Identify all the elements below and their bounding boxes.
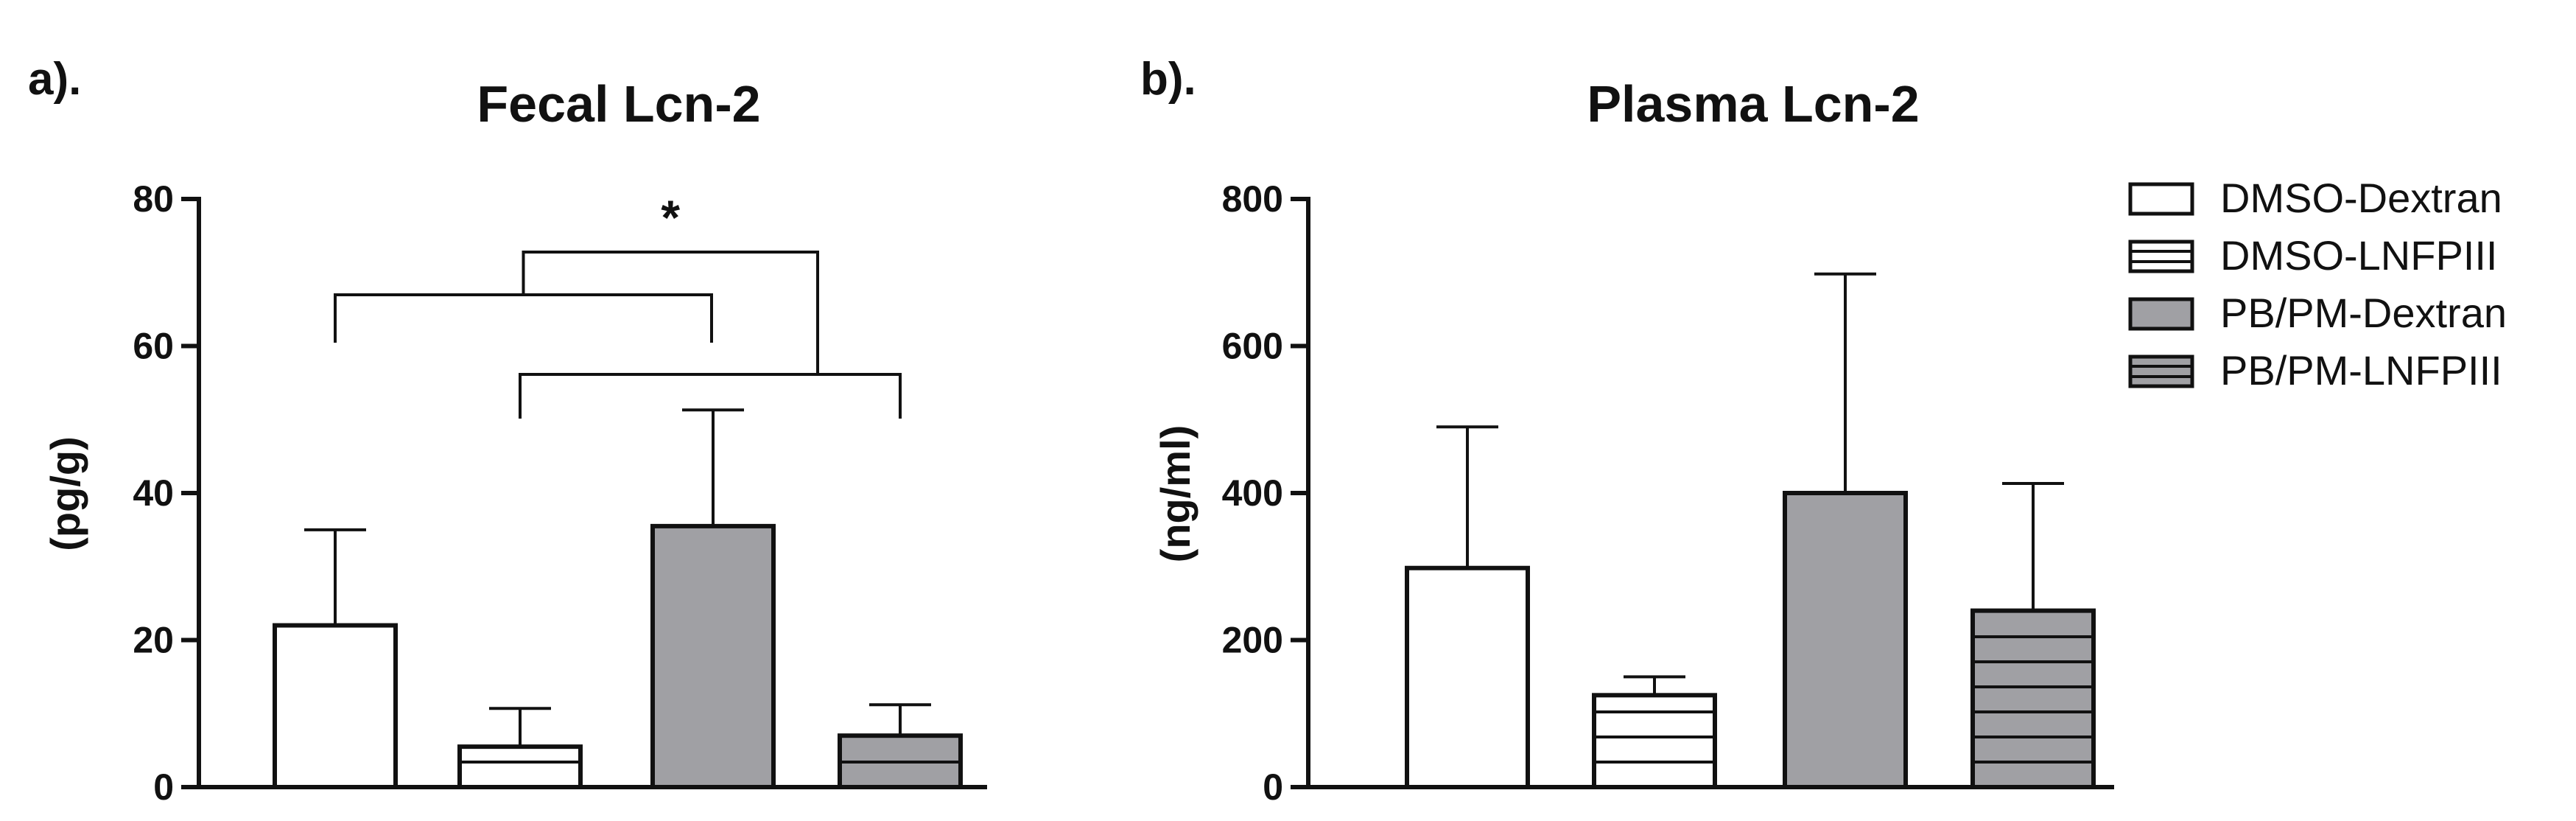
panel-label-b: b). bbox=[1140, 54, 1196, 105]
chart-fecal-lcn2: a). Fecal Lcn-2 (pg/g) 0 20 40 60 80 * bbox=[28, 54, 987, 808]
legend-swatch bbox=[2128, 354, 2194, 388]
y-axis-label-b: (ng/ml) bbox=[1152, 425, 1198, 563]
legend-label: DMSO-LNFPIII bbox=[2220, 232, 2497, 279]
bars-a bbox=[273, 523, 963, 790]
bar-dmso-dextran bbox=[1405, 565, 1530, 789]
bar-dmso-lnfpiii bbox=[1592, 693, 1717, 789]
bracket-group-2 bbox=[519, 373, 902, 419]
legend-label: DMSO-Dextran bbox=[2220, 175, 2502, 221]
y-ticks-a: 0 20 40 60 80 bbox=[133, 178, 199, 808]
bar-hatch bbox=[1973, 635, 2094, 764]
chart-title-b: Plasma Lcn-2 bbox=[1587, 75, 1919, 133]
legend: DMSO-Dextran DMSO-LNFPIII PB/PM-Dextran PB/… bbox=[2128, 175, 2507, 394]
bracket-group-1 bbox=[334, 293, 713, 343]
bar-pb-pm-dextran bbox=[1783, 491, 1908, 789]
bar-pb-pm-lnfpiii bbox=[1970, 608, 2096, 789]
y-tick-label: 0 bbox=[1263, 766, 1283, 808]
y-axis-label-a: (pg/g) bbox=[42, 436, 88, 551]
legend-swatch bbox=[2128, 240, 2194, 273]
chart-plasma-lcn2: b). Plasma Lcn-2 (ng/ml) 0 200 400 600 800 bbox=[1140, 54, 2114, 808]
chart-title-a: Fecal Lcn-2 bbox=[477, 75, 760, 133]
bar-dmso-lnfpiii bbox=[457, 744, 583, 790]
legend-entry: DMSO-LNFPIII bbox=[2128, 232, 2497, 279]
bar-hatch bbox=[1594, 710, 1715, 764]
bar-pb-pm-dextran bbox=[650, 523, 776, 789]
legend-entry: PB/PM-LNFPIII bbox=[2128, 347, 2502, 394]
panel-label-a: a). bbox=[28, 54, 81, 105]
legend-entry: PB/PM-Dextran bbox=[2128, 290, 2507, 336]
significance-brackets-a: * bbox=[334, 190, 902, 419]
legend-label: PB/PM-LNFPIII bbox=[2220, 347, 2502, 394]
y-tick-label: 60 bbox=[133, 326, 174, 367]
error-bars-a bbox=[304, 408, 931, 747]
significance-star: * bbox=[661, 190, 680, 245]
bar-dmso-dextran bbox=[273, 623, 398, 789]
y-tick-label: 800 bbox=[1222, 178, 1283, 220]
error-bars-b bbox=[1436, 272, 2064, 696]
legend-swatch bbox=[2128, 182, 2194, 216]
y-tick-label: 400 bbox=[1222, 472, 1283, 514]
y-tick-label: 600 bbox=[1222, 326, 1283, 367]
legend-label: PB/PM-Dextran bbox=[2220, 290, 2507, 336]
legend-entry: DMSO-Dextran bbox=[2128, 175, 2502, 221]
y-tick-label: 0 bbox=[153, 766, 174, 808]
y-tick-label: 40 bbox=[133, 472, 174, 514]
y-tick-label: 20 bbox=[133, 620, 174, 661]
bars-b bbox=[1405, 491, 2096, 789]
legend-swatch bbox=[2128, 297, 2194, 331]
y-ticks-b: 0 200 400 600 800 bbox=[1222, 178, 1308, 808]
bracket-top bbox=[522, 251, 819, 374]
y-tick-label: 80 bbox=[133, 178, 174, 220]
y-tick-label: 200 bbox=[1222, 620, 1283, 661]
